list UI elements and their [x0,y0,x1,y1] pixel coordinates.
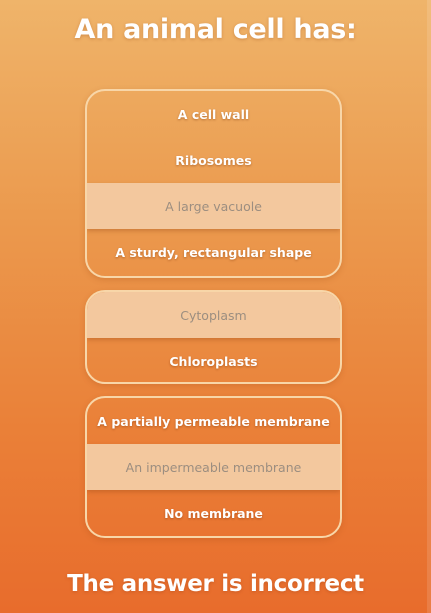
option-large-vacuole[interactable]: A large vacuole [87,183,340,229]
option-group-3: A partially permeable membrane An imperm… [85,396,342,538]
result-message: The answer is incorrect [67,571,364,597]
option-cell-wall[interactable]: A cell wall [177,106,250,122]
option-rectangular-shape[interactable]: A sturdy, rectangular shape [115,244,312,260]
option-ribosomes[interactable]: Ribosomes [175,152,252,168]
option-chloroplasts[interactable]: Chloroplasts [169,353,258,369]
option-group-1: A cell wall Ribosomes A large vacuole A … [85,89,342,278]
option-no-membrane[interactable]: No membrane [164,505,263,521]
option-cytoplasm[interactable]: Cytoplasm [87,292,340,338]
option-group-2: Cytoplasm Chloroplasts [85,290,342,384]
option-partially-permeable-membrane[interactable]: A partially permeable membrane [97,413,330,429]
scrollbar-track[interactable] [427,0,431,613]
option-impermeable-membrane[interactable]: An impermeable membrane [87,444,340,490]
question-title: An animal cell has: [74,14,357,45]
